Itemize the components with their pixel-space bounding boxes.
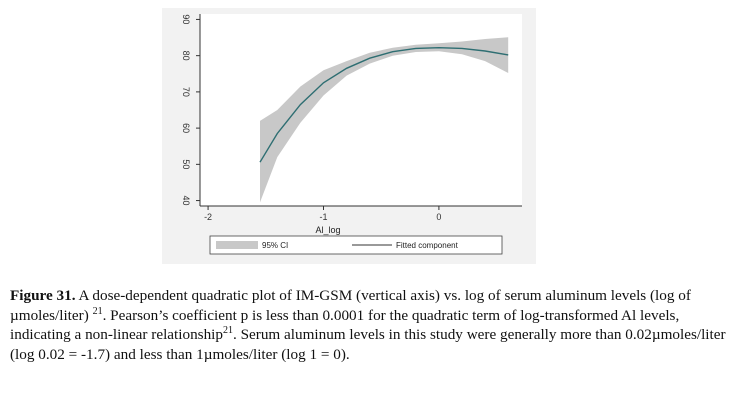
legend-ci-swatch xyxy=(216,241,258,249)
x-axis-title: Al_log xyxy=(315,225,340,235)
y-tick-label: 80 xyxy=(181,51,191,61)
y-tick-label: 70 xyxy=(181,87,191,97)
caption-text-1: A dose-dependent quadratic plot of IM-GS… xyxy=(10,287,691,324)
caption-text-3: . Serum aluminum levels in this study we… xyxy=(10,326,726,363)
y-tick-label: 40 xyxy=(181,196,191,206)
axes-layer: 40 50 60 70 80 90 -2 -1 0 Al_log xyxy=(181,14,522,235)
x-tick-label: -1 xyxy=(319,212,327,222)
y-tick-label: 50 xyxy=(181,159,191,169)
legend-fitted-label: Fitted component xyxy=(396,241,459,250)
citation-ref-2: 21 xyxy=(222,325,233,337)
fitted-line xyxy=(259,46,509,163)
fitted-line-layer xyxy=(259,46,509,163)
citation-ref-1: 21 xyxy=(92,305,103,317)
x-tick-label: -2 xyxy=(204,212,212,222)
figure-caption: Figure 31. A dose-dependent quadratic pl… xyxy=(10,286,728,364)
y-tick-label: 90 xyxy=(181,14,191,24)
ci-band-layer xyxy=(260,37,509,203)
x-tick-label: 0 xyxy=(436,212,441,222)
y-tick-label: 60 xyxy=(181,123,191,133)
legend-ci-label: 95% CI xyxy=(262,241,288,250)
figure-label: Figure 31. xyxy=(10,287,76,304)
ci-band xyxy=(260,37,509,203)
legend: 95% CI Fitted component xyxy=(209,235,503,255)
caption-text-2: . Pearson’s coefficient p is less than 0… xyxy=(10,306,680,344)
figure-graphic: 40 50 60 70 80 90 -2 -1 0 Al_log 95% CI Fitted com… xyxy=(162,8,536,264)
